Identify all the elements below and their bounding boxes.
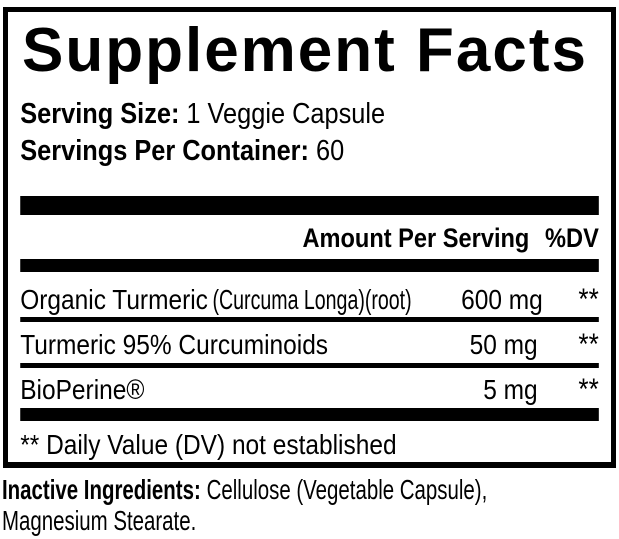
panel-title: Supplement Facts: [22, 16, 588, 85]
ingredient-amount: 600 mg: [461, 284, 543, 315]
ingredient-row-curcuminoids: Turmeric 95% Curcuminoids 50 mg **: [20, 322, 599, 368]
panel-title-wrap: Supplement Facts: [8, 12, 611, 84]
ingredient-name: Turmeric 95% Curcuminoids: [20, 329, 329, 360]
ingredient-row-organic-turmeric: Organic Turmeric (Curcuma Longa)(root) 60…: [20, 272, 599, 322]
inactive-ingredients-label: Inactive Ingredients:: [2, 474, 201, 505]
servings-per-container-line: Servings Per Container: 60: [20, 133, 599, 170]
serving-size-label: Serving Size:: [20, 98, 180, 130]
dv-header: %DV: [545, 223, 599, 253]
serving-size-line: Serving Size: 1 Veggie Capsule: [20, 96, 599, 133]
column-header-row: Amount Per Serving %DV: [20, 215, 599, 259]
serving-info: Serving Size: 1 Veggie Capsule Servings P…: [20, 84, 599, 170]
daily-value-footnote: ** Daily Value (DV) not established: [20, 429, 397, 460]
ingredient-amount: 50 mg: [469, 329, 538, 360]
ingredient-dv: **: [578, 373, 599, 406]
inactive-ingredients-line2: Magnesium Stearate.: [2, 505, 197, 536]
panel-content: Serving Size: 1 Veggie Capsule Servings P…: [8, 84, 611, 460]
inactive-ingredients-text: Cellulose (Vegetable Capsule),: [206, 474, 488, 505]
thick-separator-bar-bottom: [20, 408, 599, 421]
ingredient-dv: **: [578, 283, 599, 316]
ingredient-amount: 5 mg: [483, 374, 538, 405]
ingredient-detail: (Curcuma Longa)(root): [212, 284, 412, 315]
thick-separator-bar-top: [20, 196, 599, 215]
inactive-ingredients-section: Inactive Ingredients: Cellulose (Vegetabl…: [2, 474, 586, 536]
servings-per-container-label: Servings Per Container:: [20, 135, 309, 167]
amount-per-serving-header: Amount Per Serving: [302, 223, 530, 253]
thick-separator-bar-header: [20, 259, 599, 272]
serving-size-value: 1 Veggie Capsule: [186, 98, 386, 130]
supplement-facts-panel: Supplement Facts Serving Size: 1 Veggie C…: [3, 7, 616, 468]
inactive-ingredients-line1: Inactive Ingredients: Cellulose (Vegetabl…: [2, 474, 586, 505]
servings-per-container-value: 60: [315, 135, 345, 167]
ingredient-dv: **: [578, 328, 599, 361]
ingredient-name: Organic Turmeric (Curcuma Longa)(root): [20, 284, 412, 315]
ingredient-name: BioPerine®: [20, 374, 145, 405]
ingredient-row-bioperine: BioPerine® 5 mg **: [20, 368, 599, 408]
